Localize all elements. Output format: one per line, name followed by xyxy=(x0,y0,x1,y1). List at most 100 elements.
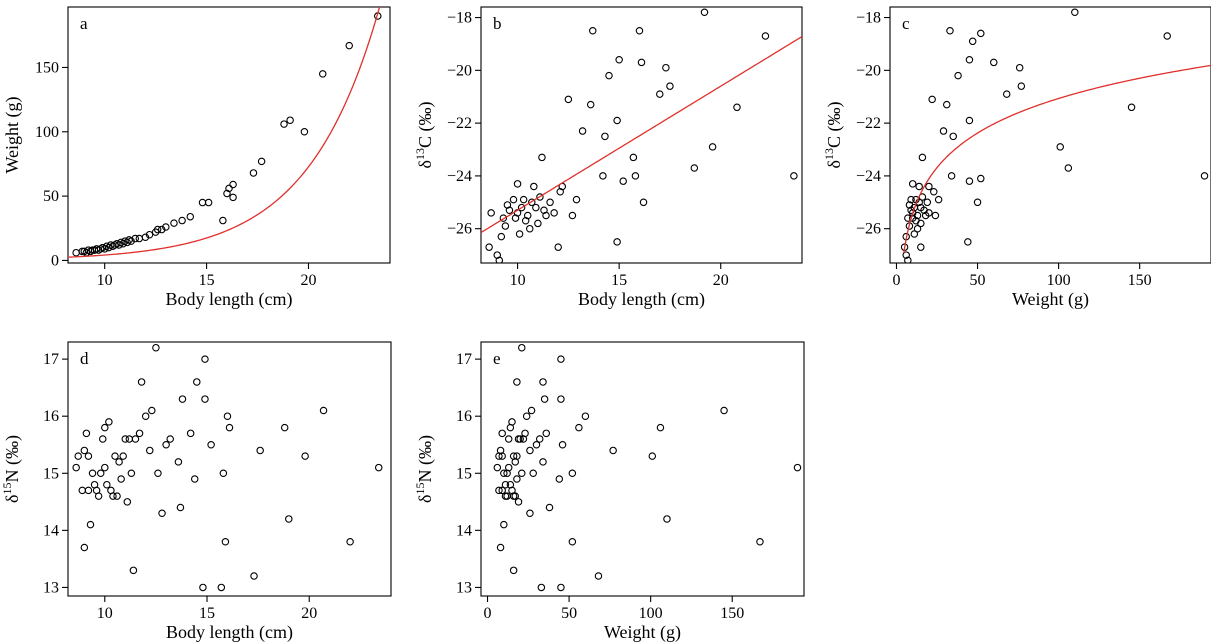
data-point xyxy=(913,224,922,233)
data-point xyxy=(119,452,127,460)
data-point xyxy=(539,378,547,386)
x-tick-label: 150 xyxy=(1128,272,1152,289)
fit-line xyxy=(481,36,802,234)
data-point xyxy=(86,520,95,529)
data-point xyxy=(174,458,183,466)
data-point xyxy=(190,475,199,483)
data-point xyxy=(111,241,119,249)
plot-frame xyxy=(889,6,1211,264)
y-tick-label: −24 xyxy=(856,168,881,185)
data-points xyxy=(485,8,798,263)
panel-letter: b xyxy=(493,14,502,33)
data-point xyxy=(96,245,105,253)
data-point xyxy=(135,234,144,243)
data-point xyxy=(550,209,558,217)
data-point xyxy=(946,27,954,35)
data-point xyxy=(965,177,974,185)
data-point xyxy=(629,153,638,162)
data-point xyxy=(532,440,541,449)
data-point xyxy=(201,395,209,403)
x-tick-label: 100 xyxy=(639,605,663,622)
data-point xyxy=(101,423,109,432)
panel-letter: e xyxy=(493,349,501,368)
data-point xyxy=(123,498,132,506)
data-point xyxy=(217,583,226,592)
data-point xyxy=(135,429,144,438)
data-point xyxy=(487,209,495,217)
data-point xyxy=(568,211,577,220)
data-point xyxy=(178,395,187,403)
data-point xyxy=(496,543,505,552)
data-point xyxy=(947,172,956,180)
data-point xyxy=(555,475,564,483)
fit-line xyxy=(903,64,1211,254)
plot-frame xyxy=(480,341,805,597)
data-point xyxy=(145,230,154,239)
data-point xyxy=(538,153,546,162)
x-tick-label: 10 xyxy=(97,272,113,289)
data-point xyxy=(990,58,998,67)
data-point xyxy=(115,458,123,466)
data-point xyxy=(103,480,111,489)
data-point xyxy=(94,492,103,500)
data-point xyxy=(500,469,508,478)
data-point xyxy=(581,412,590,420)
y-label-superscript: 15 xyxy=(0,483,14,495)
data-point xyxy=(942,100,951,109)
data-point xyxy=(918,153,927,162)
data-point xyxy=(977,29,985,38)
data-point xyxy=(225,184,233,193)
data-point xyxy=(954,71,962,80)
y-axis-label: δ13C (‰) xyxy=(822,102,845,169)
data-point xyxy=(229,193,237,202)
data-point xyxy=(285,515,293,523)
y-tick-label: −18 xyxy=(856,10,881,27)
data-point xyxy=(925,209,933,217)
data-point xyxy=(910,230,919,238)
y-tick-label: 15 xyxy=(43,465,59,482)
data-point xyxy=(522,412,531,420)
data-point xyxy=(733,103,741,112)
y-tick-label: −26 xyxy=(447,221,472,238)
fit-line xyxy=(68,7,381,258)
data-point xyxy=(690,164,699,172)
data-point xyxy=(229,180,237,189)
data-point xyxy=(949,132,957,141)
data-point xyxy=(219,469,228,478)
data-point xyxy=(505,206,514,214)
data-point xyxy=(117,475,125,483)
data-point xyxy=(500,520,508,529)
data-point xyxy=(619,177,627,185)
data-point xyxy=(613,116,621,125)
data-point xyxy=(639,198,648,207)
data-points xyxy=(72,343,383,592)
y-label-rest: C (‰) xyxy=(824,102,845,149)
data-point xyxy=(516,435,524,443)
y-tick-label: 14 xyxy=(43,522,59,539)
x-tick-label: 20 xyxy=(301,605,317,622)
y-label-rest: N (‰) xyxy=(2,435,23,483)
data-point xyxy=(635,27,644,35)
x-tick-label: 10 xyxy=(97,605,113,622)
y-tick-label: 0 xyxy=(51,252,59,269)
data-point xyxy=(72,463,80,472)
x-tick-label: 50 xyxy=(970,272,986,289)
x-axis-label: Weight (g) xyxy=(1012,289,1089,310)
data-point xyxy=(934,195,943,204)
data-point xyxy=(790,172,798,180)
data-point xyxy=(497,232,506,241)
x-axis-label: Weight (g) xyxy=(604,622,681,642)
data-point xyxy=(223,412,232,420)
data-point xyxy=(904,256,912,263)
data-point xyxy=(968,37,977,46)
y-tick-label: 13 xyxy=(456,579,472,596)
y-tick-label: 13 xyxy=(43,579,59,596)
data-point xyxy=(539,458,547,466)
data-point xyxy=(666,82,674,90)
data-point xyxy=(908,180,917,188)
data-point xyxy=(225,423,234,432)
data-point xyxy=(526,509,534,517)
panel-a: a 10 15 20 0 50 100 150 Body length (cm) Weight (… xyxy=(2,6,391,310)
data-point xyxy=(662,63,670,72)
